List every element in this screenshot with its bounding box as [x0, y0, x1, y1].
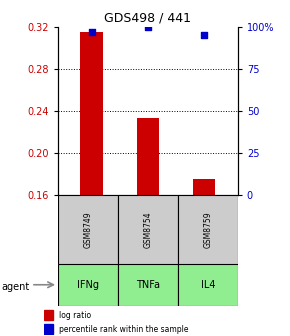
Bar	[118, 195, 178, 264]
Bar	[193, 179, 215, 195]
Text: TNFa: TNFa	[136, 280, 160, 290]
Bar	[44, 324, 53, 334]
Bar	[58, 264, 118, 306]
Bar	[118, 264, 178, 306]
Bar	[178, 264, 238, 306]
Bar	[81, 32, 103, 195]
Bar	[178, 195, 238, 264]
Title: GDS498 / 441: GDS498 / 441	[104, 11, 191, 24]
Text: GSM8759: GSM8759	[203, 211, 212, 248]
Bar	[44, 310, 53, 320]
Bar	[137, 118, 159, 195]
Text: percentile rank within the sample: percentile rank within the sample	[59, 325, 189, 334]
Text: IL4: IL4	[201, 280, 215, 290]
Text: GSM8749: GSM8749	[84, 211, 93, 248]
Text: agent: agent	[1, 282, 30, 292]
Point	[202, 33, 206, 38]
Point	[89, 29, 94, 35]
Text: IFNg: IFNg	[77, 280, 99, 290]
Text: log ratio: log ratio	[59, 310, 91, 320]
Text: GSM8754: GSM8754	[143, 211, 153, 248]
Point	[146, 24, 150, 30]
Bar	[58, 195, 118, 264]
